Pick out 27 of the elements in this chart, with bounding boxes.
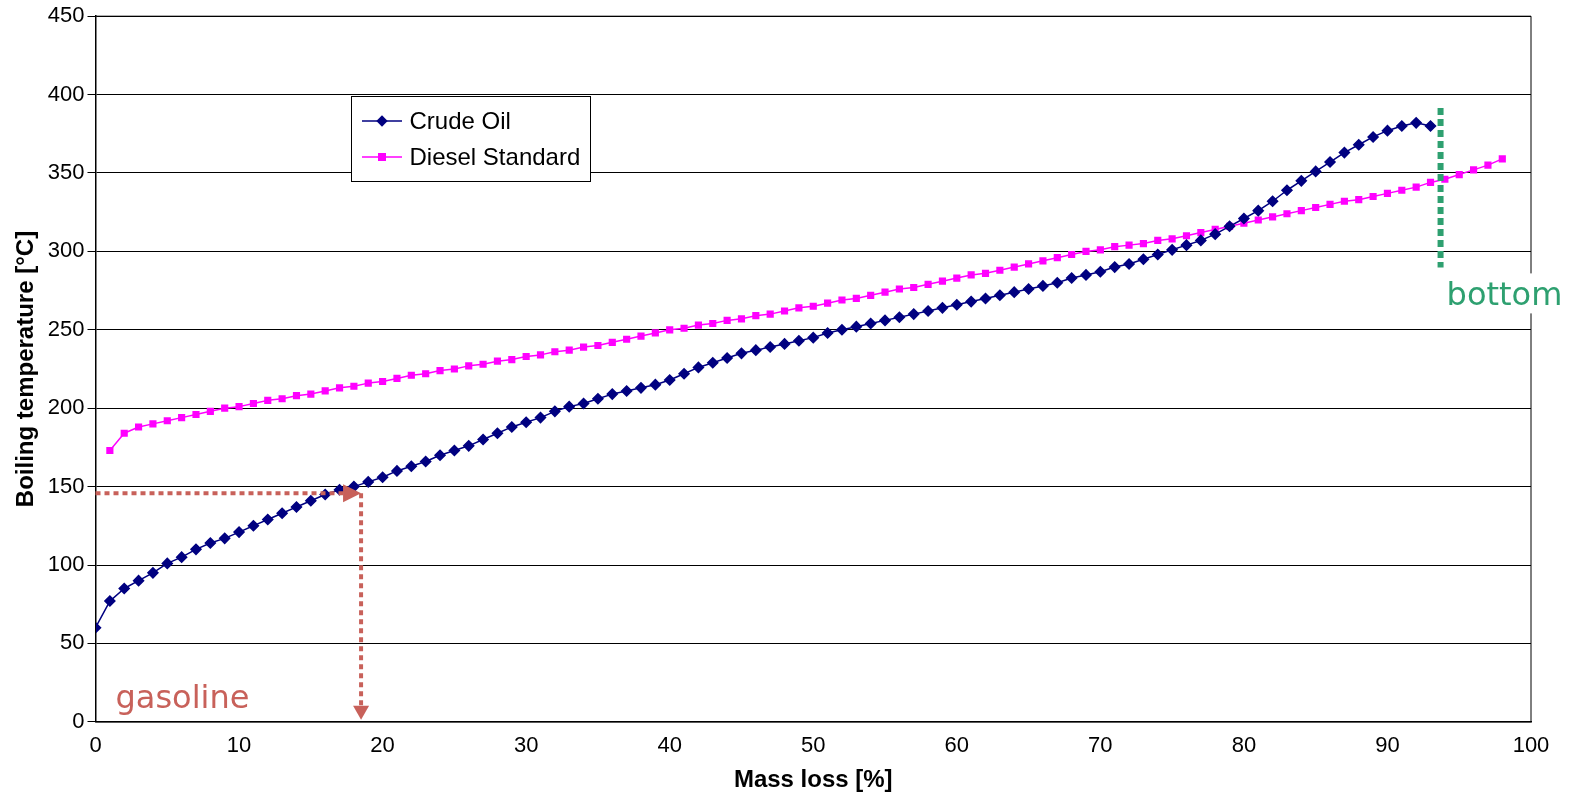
x-tick-label: 10 (226, 732, 252, 758)
y-tick-label: 300 (47, 237, 85, 263)
x-tick-label: 30 (513, 732, 539, 758)
y-tick-label: 100 (47, 551, 85, 577)
x-tick-label: 60 (944, 732, 970, 758)
y-tick-label: 450 (47, 2, 85, 28)
x-tick-label: 100 (1512, 732, 1550, 758)
legend-label: Crude Oil (409, 107, 511, 136)
y-tick-label: 200 (47, 394, 85, 420)
y-tick-label: 350 (47, 159, 85, 185)
x-tick-label: 0 (89, 732, 102, 758)
x-axis-title: Mass loss [%] (733, 765, 893, 793)
x-tick-label: 80 (1231, 732, 1257, 758)
y-tick-label: 0 (72, 707, 85, 733)
y-tick-label: 400 (47, 80, 85, 106)
x-tick-label: 20 (370, 732, 395, 758)
legend-label: Diesel Standard (409, 143, 581, 172)
x-tick-label: 90 (1375, 732, 1400, 758)
x-tick-label: 70 (1088, 732, 1113, 758)
x-tick-label: 50 (801, 732, 826, 758)
annotation: bottom (1446, 275, 1563, 314)
y-tick-label: 50 (60, 629, 85, 655)
y-axis-title: Boiling temperature [°C] (11, 230, 39, 508)
x-tick-label: 40 (657, 732, 682, 758)
y-tick-label: 250 (47, 315, 85, 341)
y-tick-label: 150 (47, 472, 85, 498)
annotation: gasoline (115, 677, 250, 716)
